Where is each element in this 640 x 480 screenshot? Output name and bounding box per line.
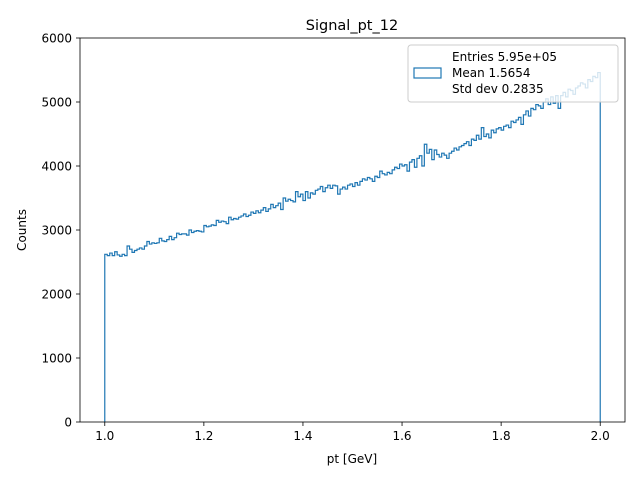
chart-title: Signal_pt_12 bbox=[306, 18, 398, 34]
axes: 1.0 1.2 1.4 1.6 1.8 2.0 0 1000 2000 3000 4000 5000 6… bbox=[41, 32, 626, 443]
x-tick-label: 1.4 bbox=[293, 429, 312, 443]
y-tick-label: 0 bbox=[64, 416, 72, 430]
legend-entry: Mean 1.5654 bbox=[452, 66, 531, 80]
y-axis-label: Counts bbox=[15, 209, 29, 251]
legend: Entries 5.95e+05 Mean 1.5654 Std dev 0.283… bbox=[407, 44, 619, 103]
x-tick-label: 1.2 bbox=[194, 429, 213, 443]
plot-area bbox=[104, 71, 601, 422]
y-tick-label: 1000 bbox=[41, 352, 72, 366]
x-tick-label: 1.0 bbox=[95, 429, 114, 443]
y-tick-label: 5000 bbox=[41, 96, 72, 110]
y-tick-label: 4000 bbox=[41, 160, 72, 174]
legend-swatch bbox=[413, 67, 442, 79]
x-tick-label: 1.6 bbox=[392, 429, 411, 443]
histogram-step-line bbox=[104, 71, 601, 422]
x-tick-label: 2.0 bbox=[591, 429, 610, 443]
x-axis-label: pt [GeV] bbox=[327, 452, 377, 466]
y-tick-label: 2000 bbox=[41, 288, 72, 302]
x-tick-label: 1.8 bbox=[492, 429, 511, 443]
y-tick-label: 6000 bbox=[41, 32, 72, 46]
y-tick-label: 3000 bbox=[41, 224, 72, 238]
legend-entry: Std dev 0.2835 bbox=[452, 82, 544, 96]
legend-box bbox=[407, 44, 619, 103]
legend-entry: Entries 5.95e+05 bbox=[452, 50, 557, 64]
